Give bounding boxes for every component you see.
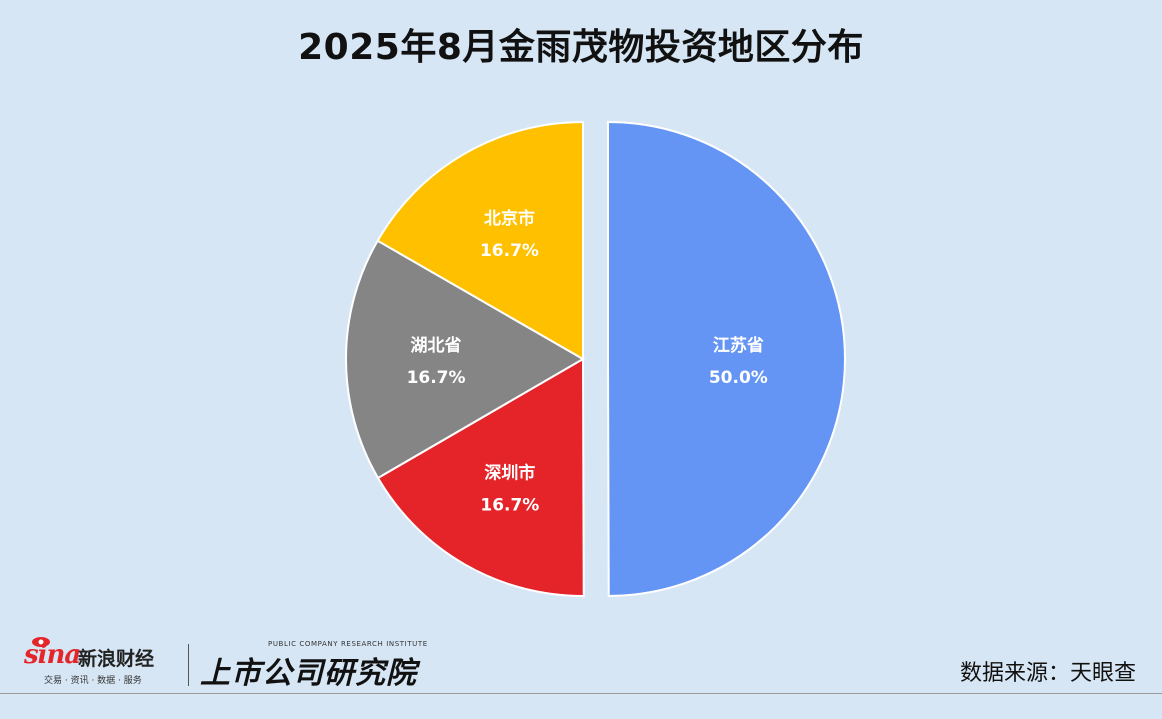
slice-name-label-3: 北京市 (484, 208, 535, 229)
slice-value-label-3: 16.7% (480, 241, 539, 261)
slice-name-label-0: 江苏省 (713, 335, 764, 356)
institute-chinese-name: 上市公司研究院 (200, 656, 417, 691)
slice-value-label-0: 50.0% (709, 368, 768, 388)
slice-name-label-2: 湖北省 (411, 335, 462, 356)
sina-eye-icon (32, 637, 50, 647)
footer-rule (0, 693, 1162, 694)
pie-slice-1 (376, 357, 585, 597)
sina-finance-logo: sina 新浪财经 交易 · 资讯 · 数据 · 服务 (24, 637, 184, 688)
data-source-note: 数据来源：天眼查 (959, 661, 1136, 686)
slice-name-label-1: 深圳市 (484, 462, 535, 483)
research-institute-logo: PUBLIC COMPANY RESEARCH INSTITUTE 上市公司研究… (200, 640, 440, 691)
pie-slice-0 (607, 120, 847, 597)
pie-slice-3 (376, 120, 584, 361)
slice-value-label-2: 16.7% (407, 368, 466, 388)
sina-tagline: 交易 · 资讯 · 数据 · 服务 (44, 676, 142, 686)
sina-finance-name: 新浪财经 (78, 648, 155, 670)
institute-english-name: PUBLIC COMPANY RESEARCH INSTITUTE (268, 640, 428, 648)
slice-value-label-1: 16.7% (480, 495, 539, 515)
chart-title: 2025年8月金雨茂物投资地区分布 (298, 27, 864, 68)
logo-divider (188, 644, 189, 686)
sina-wordmark: sina (24, 640, 81, 670)
pie-slice-2 (345, 239, 585, 480)
